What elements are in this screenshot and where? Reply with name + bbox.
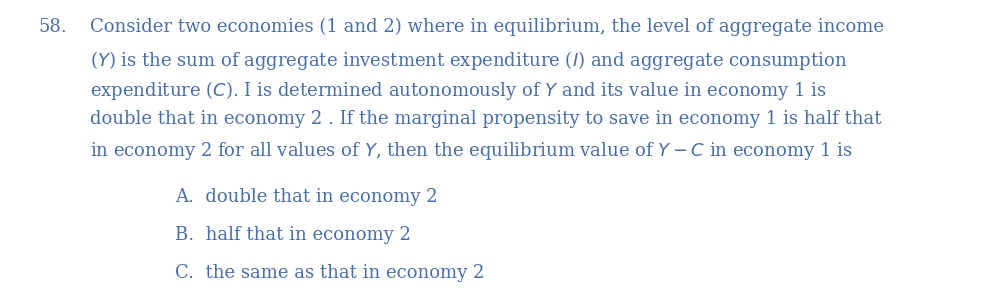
Text: Consider two economies (1 and 2) where in equilibrium, the level of aggregate in: Consider two economies (1 and 2) where i… (90, 18, 884, 36)
Text: expenditure ($C$). I is determined autonomously of $Y$ and its value in economy : expenditure ($C$). I is determined auton… (90, 79, 827, 102)
Text: B.  half that in economy 2: B. half that in economy 2 (175, 226, 411, 244)
Text: in economy 2 for all values of $Y$, then the equilibrium value of $Y - C$ in eco: in economy 2 for all values of $Y$, then… (90, 140, 852, 162)
Text: 58.: 58. (38, 18, 67, 36)
Text: A.  double that in economy 2: A. double that in economy 2 (175, 189, 437, 207)
Text: C.  the same as that in economy 2: C. the same as that in economy 2 (175, 265, 485, 283)
Text: ($Y$) is the sum of aggregate investment expenditure ($I$) and aggregate consump: ($Y$) is the sum of aggregate investment… (90, 49, 848, 72)
Text: double that in economy 2 . If the marginal propensity to save in economy 1 is ha: double that in economy 2 . If the margin… (90, 109, 882, 128)
